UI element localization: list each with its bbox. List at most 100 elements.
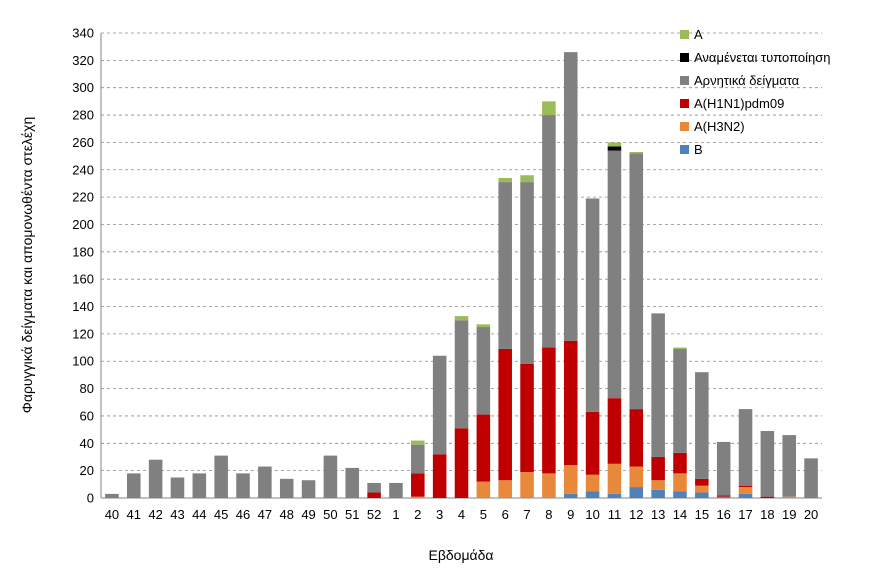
bar-segment <box>651 456 665 481</box>
bar-segment <box>673 347 687 349</box>
x-tick-label: 3 <box>436 507 443 522</box>
legend-swatch <box>680 122 689 131</box>
bar-segment <box>279 478 294 498</box>
bar-segment <box>629 466 644 488</box>
bar-segment <box>542 115 556 348</box>
legend-swatch <box>680 99 689 108</box>
bar-segment <box>607 142 622 147</box>
bar-segment <box>411 473 425 497</box>
x-tick-label: 48 <box>279 507 293 522</box>
bar-segment <box>782 496 796 498</box>
y-tick-label: 340 <box>72 26 94 41</box>
y-tick-labels: 0 20 40 60 80 100 120 140 160 180 200 220 240 260 280 3… <box>72 26 94 506</box>
bar-segment <box>629 409 644 467</box>
y-tick-label: 240 <box>72 162 94 177</box>
y-axis-title: Φαρυγγικά δείγματα και απομονωθέντα στελ… <box>19 117 35 414</box>
bar-segment <box>170 477 185 498</box>
x-tick-label: 47 <box>258 507 272 522</box>
bar-segment <box>476 481 491 498</box>
y-tick-label: 160 <box>72 272 94 287</box>
bar-segment <box>367 482 381 493</box>
bars <box>105 52 818 498</box>
y-tick-label: 40 <box>80 436 94 451</box>
legend-label: B <box>694 142 703 157</box>
x-tick-label: 14 <box>673 507 687 522</box>
y-tick-label: 100 <box>72 354 94 369</box>
bar-segment <box>607 493 622 498</box>
bar-segment <box>738 409 753 486</box>
bar-segment <box>454 320 469 429</box>
x-tick-label: 16 <box>716 507 730 522</box>
bar-segment <box>411 440 425 445</box>
bar-segment <box>738 485 753 488</box>
bar-segment <box>716 496 731 498</box>
y-tick-label: 140 <box>72 299 94 314</box>
bar-segment <box>804 458 818 498</box>
legend-label: A <box>694 27 703 42</box>
bar-segment <box>563 493 578 498</box>
bar-segment <box>673 491 687 498</box>
bar-segment <box>323 455 338 498</box>
bar-segment <box>432 355 447 455</box>
x-tick-label: 2 <box>414 507 421 522</box>
bar-segment <box>498 177 512 183</box>
bar-segment <box>542 101 556 116</box>
bar-segment <box>345 467 360 498</box>
y-tick-label: 320 <box>72 53 94 68</box>
bar-segment <box>629 487 644 498</box>
x-tick-label: 45 <box>214 507 228 522</box>
bar-segment <box>301 480 316 498</box>
bar-segment <box>214 455 228 498</box>
y-tick-label: 280 <box>72 108 94 123</box>
x-tick-label: 18 <box>760 507 774 522</box>
bar-segment <box>607 398 622 464</box>
x-tick-label: 7 <box>523 507 530 522</box>
bar-segment <box>476 327 491 415</box>
bar-segment <box>258 466 272 498</box>
x-tick-label: 20 <box>804 507 818 522</box>
bar-segment <box>432 454 447 498</box>
bar-segment <box>520 472 534 498</box>
bar-segment <box>542 473 556 498</box>
bar-segment <box>673 348 687 453</box>
bar-segment <box>454 316 469 321</box>
bar-segment <box>760 496 775 498</box>
y-tick-label: 300 <box>72 80 94 95</box>
bar-segment <box>192 473 207 498</box>
x-tick-label: 8 <box>545 507 552 522</box>
y-tick-label: 120 <box>72 326 94 341</box>
x-axis-title: Εβδομάδα <box>428 547 493 563</box>
bar-segment <box>629 151 644 154</box>
bar-segment <box>148 459 163 498</box>
bar-segment <box>695 485 709 493</box>
legend-label: Αρνητικά δείγματα <box>694 73 800 88</box>
bar-segment <box>498 182 512 349</box>
bar-segment <box>629 153 644 410</box>
legend-swatch <box>680 53 689 62</box>
x-tick-label: 51 <box>345 507 359 522</box>
bar-segment <box>585 198 600 412</box>
bar-segment <box>563 465 578 494</box>
x-tick-label: 1 <box>392 507 399 522</box>
bar-segment <box>476 324 491 328</box>
bar-segment <box>476 414 491 482</box>
x-tick-label: 13 <box>651 507 665 522</box>
bar-segment <box>563 340 578 466</box>
legend-swatch <box>680 145 689 154</box>
y-tick-label: 80 <box>80 381 94 396</box>
bar-segment <box>651 489 665 498</box>
y-tick-label: 220 <box>72 190 94 205</box>
bar-segment <box>411 444 425 474</box>
legend-label: A(H1N1)pdm09 <box>694 96 784 111</box>
bar-segment <box>716 441 731 496</box>
legend-swatch <box>680 76 689 85</box>
x-tick-labels: 40 41 42 43 44 45 46 47 48 49 50 51 52 1 2 3 4 5 6 7 8 9 10 11 1… <box>105 507 819 522</box>
bar-segment <box>585 411 600 475</box>
x-tick-label: 4 <box>458 507 465 522</box>
y-tick-label: 60 <box>80 408 94 423</box>
bar-segment <box>695 492 709 498</box>
bar-segment <box>236 473 250 498</box>
bar-segment <box>673 452 687 474</box>
bar-segment <box>411 496 425 498</box>
